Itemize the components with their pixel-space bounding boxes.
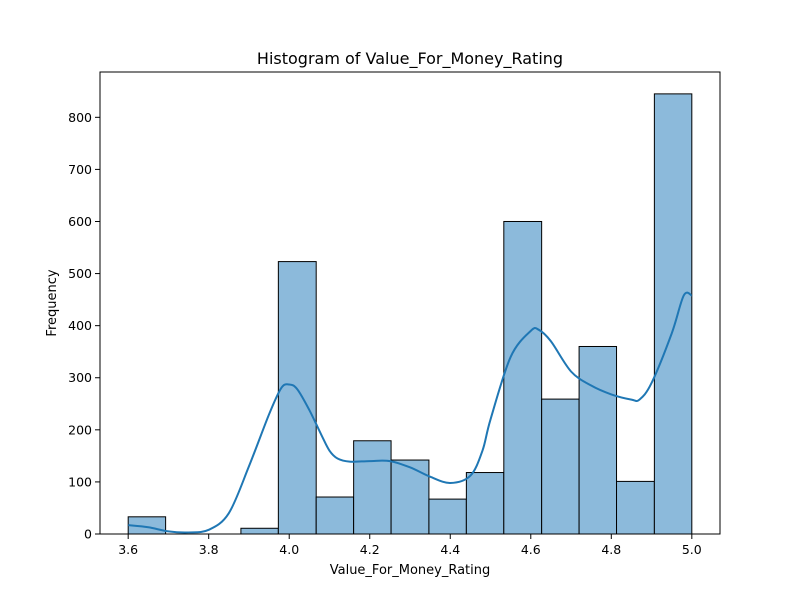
x-tick-label: 5.0 (682, 542, 702, 557)
histogram-bar (277, 261, 317, 535)
y-tick-label: 0 (84, 527, 92, 542)
y-tick-label: 600 (68, 214, 92, 229)
histogram-bar (390, 459, 430, 535)
histogram-bar (315, 496, 355, 535)
y-tick-label: 800 (68, 110, 92, 125)
histogram-bar (240, 527, 279, 535)
x-tick-label: 4.6 (521, 542, 541, 557)
kde-curve (128, 291, 693, 534)
y-axis-ticks: 0 100 200 300 400 500 600 700 800 (68, 110, 100, 542)
histogram-bar (503, 220, 543, 535)
x-axis-label: Value_For_Money_Rating (330, 563, 491, 578)
plot-frame (99, 71, 721, 535)
chart-title: Histogram of Value_For_Money_Rating (257, 49, 563, 69)
histogram-bar (653, 93, 693, 535)
histogram-bar (541, 398, 580, 535)
x-tick-label: 3.6 (118, 542, 138, 557)
x-tick-label: 4.0 (279, 542, 299, 557)
histogram-bar (353, 440, 392, 535)
histogram-bar (578, 345, 618, 535)
x-tick-label: 4.8 (601, 542, 621, 557)
y-tick-label: 300 (68, 370, 92, 385)
histogram-bar (616, 480, 655, 535)
histogram-bar (465, 472, 505, 535)
y-tick-label: 100 (68, 474, 92, 489)
y-tick-label: 200 (68, 422, 92, 437)
y-tick-label: 400 (68, 318, 92, 333)
y-axis-label: Frequency (45, 269, 60, 336)
y-tick-label: 700 (68, 162, 92, 177)
x-tick-label: 4.2 (360, 542, 380, 557)
x-tick-label: 3.8 (199, 542, 219, 557)
histogram-bar (428, 498, 467, 535)
x-tick-label: 4.4 (440, 542, 460, 557)
y-tick-label: 500 (68, 266, 92, 281)
x-axis-ticks: 3.6 3.8 4.0 4.2 4.4 4.6 4.8 5.0 (118, 534, 702, 557)
